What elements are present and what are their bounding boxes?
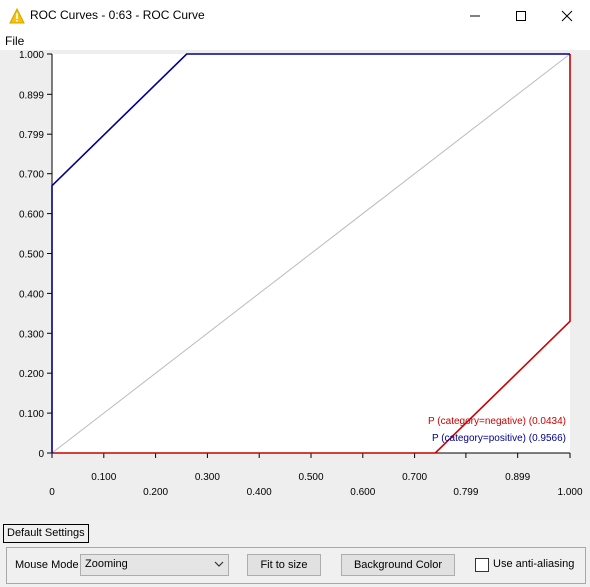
anti-aliasing-label: Use anti-aliasing <box>493 558 575 570</box>
mouse-mode-label: Mouse Mode <box>15 559 79 571</box>
y-tick-label: 0.700 <box>19 170 44 181</box>
x-tick-label: 0 <box>49 487 55 498</box>
x-tick-label: 0.500 <box>298 472 323 483</box>
legend-entry: P (category=positive) (0.9566) <box>432 433 566 444</box>
knime-warning-icon <box>9 8 25 24</box>
anti-aliasing-checkbox[interactable] <box>475 558 489 572</box>
chevron-down-icon <box>214 561 224 567</box>
y-tick-label: 0.300 <box>19 329 44 340</box>
y-tick-label: 0.400 <box>19 289 44 300</box>
y-tick-label: 0.799 <box>19 130 44 141</box>
close-icon <box>561 10 573 22</box>
minimize-icon <box>470 15 480 17</box>
x-tick-label: 0.600 <box>350 487 375 498</box>
roc-series-line <box>51 53 570 453</box>
title-bar: ROC Curves - 0:63 - ROC Curve <box>0 0 590 31</box>
y-tick-label: 0.500 <box>19 250 44 261</box>
tab-default-settings[interactable]: Default Settings <box>3 524 89 543</box>
mouse-mode-select[interactable]: Zooming <box>80 554 229 576</box>
menu-bar: File <box>0 31 590 50</box>
x-tick-label: 1.000 <box>557 487 582 498</box>
minimize-button[interactable] <box>452 0 498 31</box>
diagonal-reference-line <box>51 53 571 454</box>
fit-to-size-button[interactable]: Fit to size <box>247 554 321 576</box>
y-tick-label: 0.100 <box>19 409 44 420</box>
settings-panel: Mouse Mode Zooming Fit to size Backgroun… <box>6 547 586 584</box>
window-title: ROC Curves - 0:63 - ROC Curve <box>30 8 205 22</box>
x-tick-label: 0.400 <box>247 487 272 498</box>
y-tick-label: 0 <box>38 449 44 460</box>
x-tick-label: 0.200 <box>143 487 168 498</box>
y-tick-label: 0.899 <box>19 90 44 101</box>
x-tick-label: 0.300 <box>195 472 220 483</box>
x-tick-label: 0.799 <box>453 487 478 498</box>
menu-file[interactable]: File <box>5 34 25 48</box>
y-tick-label: 0.600 <box>19 210 44 221</box>
background-color-button[interactable]: Background Color <box>341 554 455 576</box>
maximize-button[interactable] <box>498 0 544 31</box>
y-tick-label: 0.200 <box>19 369 44 380</box>
mouse-mode-value: Zooming <box>85 558 128 570</box>
roc-chart: 0 0.100 0.200 0.300 0.400 0.500 0.600 0.700 0.79… <box>19 50 583 498</box>
maximize-icon <box>516 11 526 21</box>
roc-chart-area[interactable]: 0 0.100 0.200 0.300 0.400 0.500 0.600 0.700 0.79… <box>0 50 590 520</box>
y-tick-label: 1.000 <box>19 50 44 61</box>
legend-entry: P (category=negative) (0.0434) <box>428 416 566 427</box>
close-button[interactable] <box>544 0 590 31</box>
x-tick-label: 0.899 <box>505 472 530 483</box>
x-tick-label: 0.100 <box>91 472 116 483</box>
roc-series-line <box>52 54 571 454</box>
x-tick-label: 0.700 <box>402 472 427 483</box>
